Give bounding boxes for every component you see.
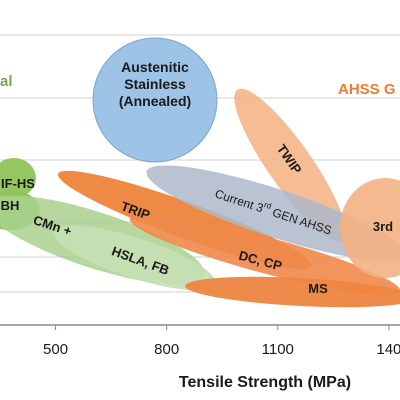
region-label: Austenitic Stainless (Annealed) (119, 59, 191, 109)
x-tick-label: 800 (154, 341, 179, 358)
region-label-sup: rd (263, 200, 273, 211)
region-label: BH (1, 198, 20, 213)
region (185, 276, 400, 308)
x-tick-label: 500 (43, 341, 68, 358)
group-label: AHSS G (338, 81, 396, 98)
x-axis-label: Tensile Strength (MPa) (179, 374, 351, 391)
region-label-line: (Annealed) (119, 93, 191, 109)
region-label: 3rd (373, 219, 393, 234)
x-tick-label: 140 (376, 341, 400, 358)
region-label-line: 3rd (373, 219, 393, 234)
region (146, 165, 400, 261)
x-tick-label: 1100 (262, 341, 294, 358)
region (129, 214, 400, 296)
region (92, 37, 218, 163)
region-label-line: Austenitic (121, 59, 189, 75)
region-label-line: BH (1, 198, 20, 213)
group-label: al (0, 73, 13, 90)
region-label: MS (308, 281, 328, 296)
region-label-line: MS (308, 281, 328, 296)
region (53, 225, 217, 291)
region (340, 178, 400, 278)
region-label: IF-HS (1, 176, 35, 191)
region (0, 158, 36, 198)
region-label-line: IF-HS (1, 176, 35, 191)
region-label-line: Stainless (124, 76, 186, 92)
